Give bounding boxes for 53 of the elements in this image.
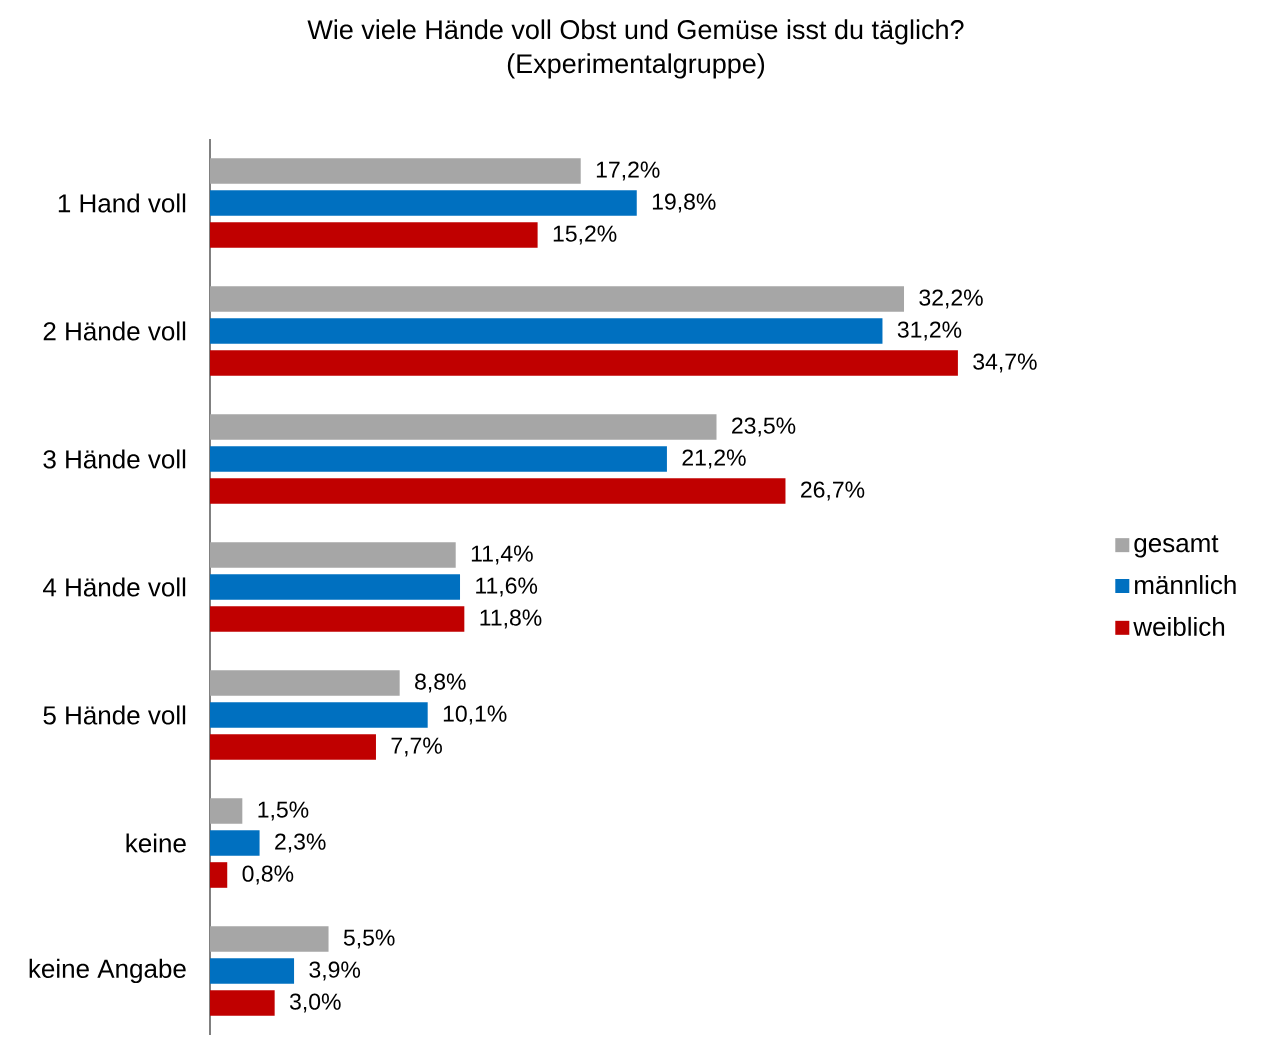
y-tick-label: 5 Hände voll xyxy=(43,705,186,725)
bar xyxy=(210,286,905,312)
data-label: 26,7% xyxy=(801,481,865,501)
data-label: 2,3% xyxy=(275,833,326,853)
bar xyxy=(210,350,958,376)
data-label: 8,8% xyxy=(415,673,466,693)
bar xyxy=(210,542,456,568)
data-label: 32,2% xyxy=(919,289,983,309)
y-tick-label: 2 Hände voll xyxy=(43,321,186,341)
data-label: 31,2% xyxy=(897,321,962,341)
data-label: 0,8% xyxy=(242,865,294,885)
bar xyxy=(210,798,243,824)
bar xyxy=(210,478,786,504)
bar xyxy=(210,574,461,600)
data-label: 7,7% xyxy=(391,737,442,757)
bar xyxy=(210,222,538,248)
data-label: 5,5% xyxy=(343,929,395,949)
bar xyxy=(210,318,883,344)
y-tick-label: 3 Hände voll xyxy=(43,449,186,469)
bar xyxy=(210,990,275,1016)
bar xyxy=(210,830,260,856)
bar xyxy=(210,862,228,888)
bar xyxy=(210,670,400,696)
bar xyxy=(210,958,295,984)
chart-title: Wie viele Hände voll Obst und Gemüse isst du täglich? (Experimentalgruppe) xyxy=(307,19,964,79)
legend-label: gesamt xyxy=(1134,535,1219,558)
data-label: 19,8% xyxy=(652,193,716,213)
data-label: 11,4% xyxy=(471,545,533,565)
data-label: 10,1% xyxy=(443,705,507,725)
bar xyxy=(210,190,637,216)
y-tick-label: 4 Hände voll xyxy=(42,577,186,597)
bar xyxy=(210,414,717,440)
legend-label: männlich xyxy=(1135,575,1236,595)
y-tick-label: keine Angabe xyxy=(29,958,186,984)
bar xyxy=(210,734,376,760)
bar xyxy=(210,702,428,728)
data-label: 15,2% xyxy=(553,225,617,245)
data-label: 11,8% xyxy=(480,609,542,629)
bar xyxy=(210,926,329,952)
data-label: 11,6% xyxy=(476,577,538,597)
bar xyxy=(210,446,667,472)
data-label: 3,0% xyxy=(289,993,341,1013)
data-label: 23,5% xyxy=(732,417,796,437)
y-tick-label: keine xyxy=(126,833,186,853)
y-tick-label: 1 Hand voll xyxy=(58,193,186,213)
data-label: 3,9% xyxy=(309,961,361,981)
bar xyxy=(210,158,581,184)
bar xyxy=(210,606,465,632)
data-label: 21,2% xyxy=(682,449,746,469)
data-label: 34,7% xyxy=(973,353,1037,373)
data-label: 17,2% xyxy=(596,161,660,181)
legend-label: weiblich xyxy=(1133,616,1225,636)
data-label: 1,5% xyxy=(258,801,309,821)
